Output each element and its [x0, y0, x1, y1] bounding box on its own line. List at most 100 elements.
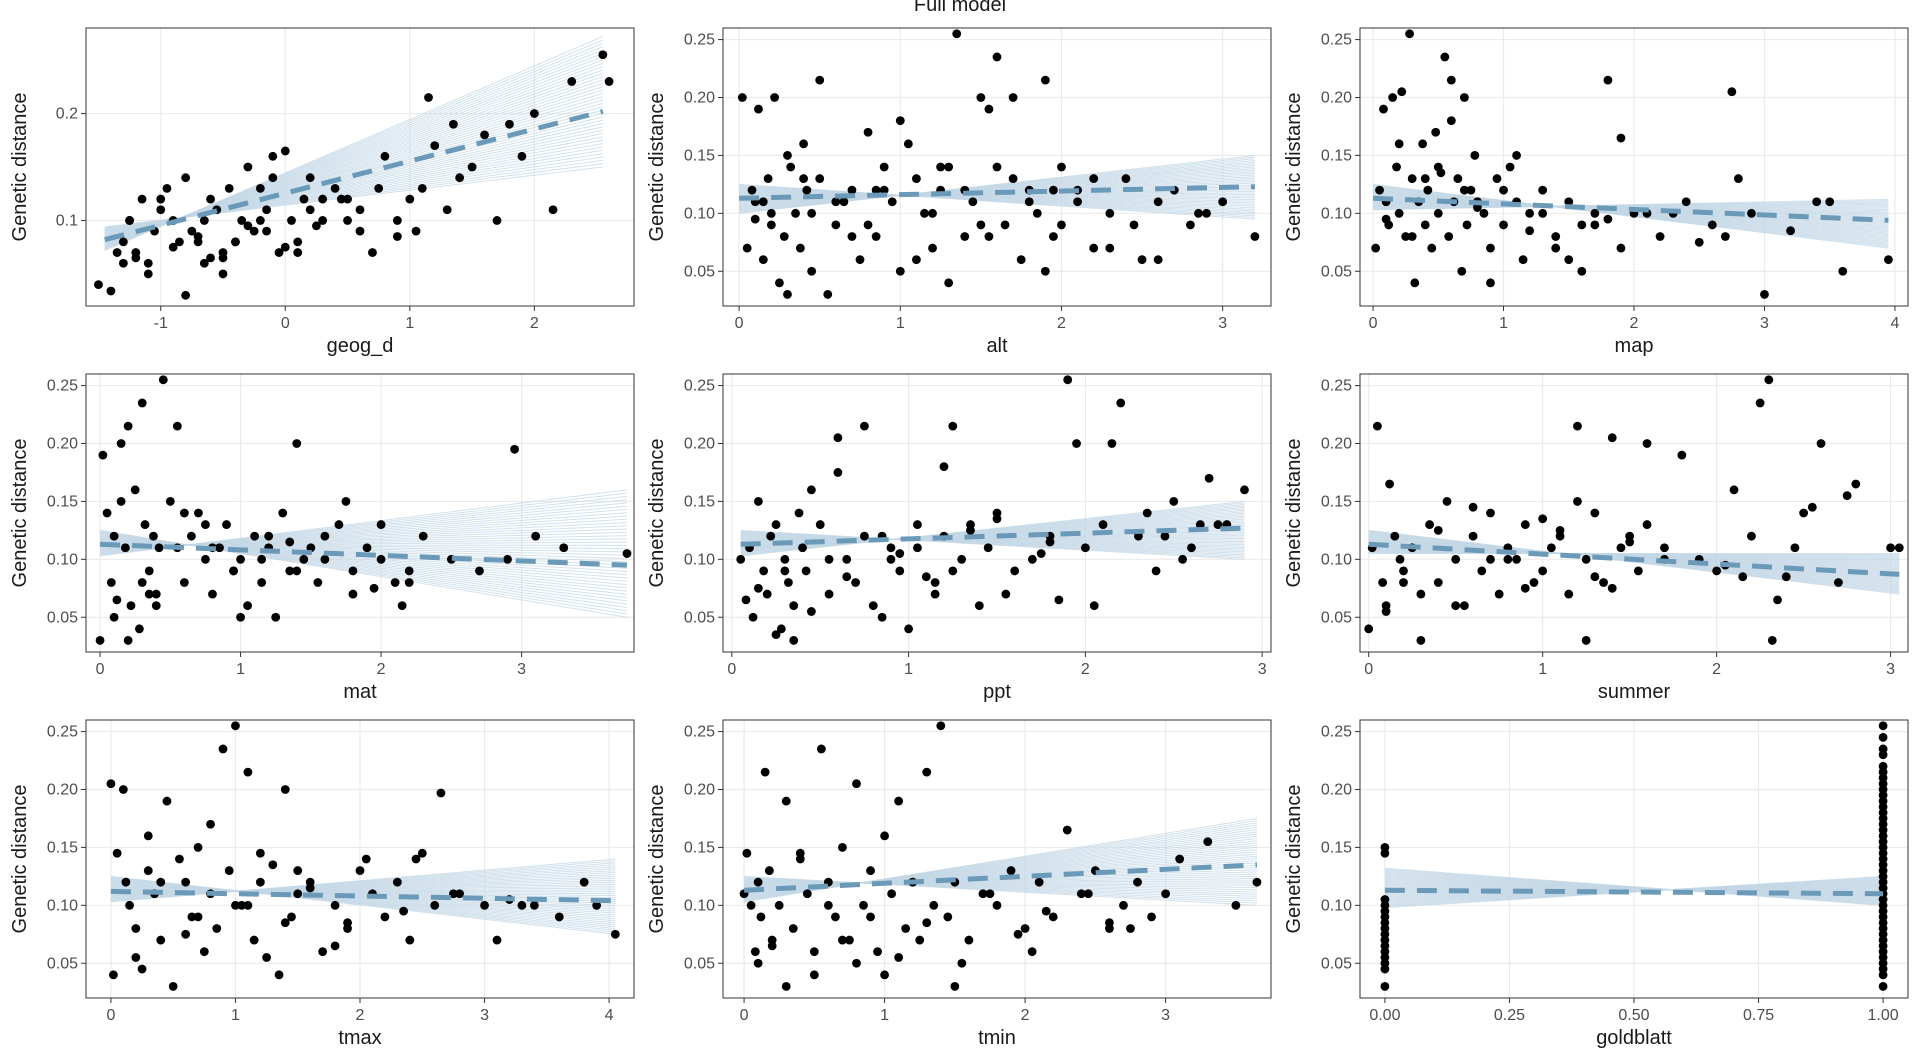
- data-point: [172, 421, 182, 431]
- data-point: [762, 589, 772, 599]
- data-point: [318, 194, 328, 204]
- data-point: [788, 924, 798, 933]
- data-point: [397, 601, 407, 611]
- data-point: [559, 543, 569, 553]
- data-point: [293, 889, 303, 899]
- data-point: [944, 162, 954, 172]
- data-point: [1204, 473, 1214, 483]
- posterior-line: [739, 183, 1255, 220]
- data-point: [741, 595, 751, 605]
- data-point: [809, 970, 819, 980]
- y-tick-label: 0.05: [684, 955, 715, 972]
- data-point: [118, 237, 128, 247]
- data-point: [355, 866, 365, 875]
- posterior-line: [740, 529, 1245, 560]
- data-point: [306, 543, 316, 553]
- data-point: [106, 578, 116, 587]
- data-point: [187, 226, 197, 236]
- data-point: [1072, 439, 1081, 448]
- data-point: [149, 531, 158, 541]
- data-point: [1433, 525, 1443, 535]
- data-point: [255, 848, 265, 858]
- data-point: [879, 162, 889, 172]
- data-point: [1590, 572, 1600, 582]
- data-point: [1764, 375, 1774, 385]
- data-point: [763, 174, 773, 183]
- data-point: [404, 566, 414, 576]
- data-point: [143, 831, 153, 841]
- data-point: [1499, 220, 1508, 230]
- y-tick-label: 0.05: [47, 609, 78, 626]
- data-point: [455, 173, 465, 183]
- data-point: [1420, 174, 1430, 183]
- data-point: [895, 266, 905, 276]
- data-point: [753, 877, 763, 887]
- data-point: [405, 935, 415, 945]
- data-point: [622, 549, 632, 558]
- data-point: [816, 744, 826, 754]
- data-point: [798, 543, 807, 553]
- data-point: [98, 450, 108, 460]
- data-point: [1642, 439, 1652, 448]
- posterior-line: [104, 166, 603, 228]
- data-point: [1175, 854, 1185, 864]
- data-point: [1694, 237, 1704, 247]
- data-point: [887, 889, 897, 899]
- data-point: [380, 912, 390, 922]
- data-point: [112, 248, 122, 257]
- data-point: [548, 205, 558, 215]
- data-point: [1379, 104, 1388, 114]
- data-point: [1538, 185, 1548, 195]
- x-tick-label: 2: [377, 661, 386, 678]
- data-point: [598, 50, 608, 60]
- y-tick-label: 0.25: [47, 724, 78, 741]
- data-point: [950, 982, 960, 991]
- data-point: [405, 194, 415, 204]
- chart-panel: 0 1 2 3 4 0.05 0.10 0.15 0.20 0.25 map Genetic dist…: [1283, 27, 1909, 357]
- data-point: [1790, 543, 1800, 553]
- fit-line: [740, 525, 1245, 547]
- panel-border: [85, 27, 635, 307]
- fit-line: [743, 862, 1258, 893]
- y-tick-label: 0.25: [1321, 724, 1352, 741]
- data-point: [268, 173, 278, 183]
- data-point: [343, 216, 352, 225]
- data-point: [131, 248, 141, 257]
- data-point: [880, 831, 889, 841]
- data-point: [268, 860, 278, 870]
- data-point: [102, 508, 112, 518]
- data-point: [930, 589, 940, 599]
- data-point: [1057, 162, 1066, 172]
- data-point: [1394, 139, 1404, 149]
- panel-border: [722, 719, 1272, 999]
- data-point: [144, 589, 154, 599]
- data-point: [1538, 514, 1548, 524]
- data-point: [95, 636, 105, 645]
- data-point: [179, 578, 189, 587]
- data-point: [915, 935, 925, 945]
- data-point: [806, 607, 816, 616]
- data-point: [737, 93, 747, 102]
- data-point: [1577, 220, 1587, 230]
- data-point: [1008, 93, 1018, 102]
- x-tick-label: 0: [1369, 315, 1378, 332]
- data-point: [1546, 543, 1556, 553]
- data-point: [753, 958, 763, 968]
- data-point: [1564, 589, 1574, 599]
- data-point: [1520, 583, 1530, 593]
- y-tick-label: 0.20: [1321, 90, 1352, 107]
- data-point: [1677, 450, 1687, 460]
- data-point: [1147, 912, 1156, 922]
- data-point: [823, 290, 833, 299]
- data-point: [1616, 133, 1626, 143]
- data-point: [1812, 197, 1822, 207]
- data-point: [1107, 439, 1117, 448]
- data-point: [1231, 900, 1241, 910]
- y-tick-label: 0.20: [1321, 782, 1352, 799]
- data-point: [1433, 578, 1443, 587]
- data-point: [1153, 197, 1163, 207]
- data-point: [1399, 566, 1408, 576]
- data-point: [1525, 226, 1535, 236]
- data-point: [330, 900, 340, 910]
- data-point: [320, 554, 330, 564]
